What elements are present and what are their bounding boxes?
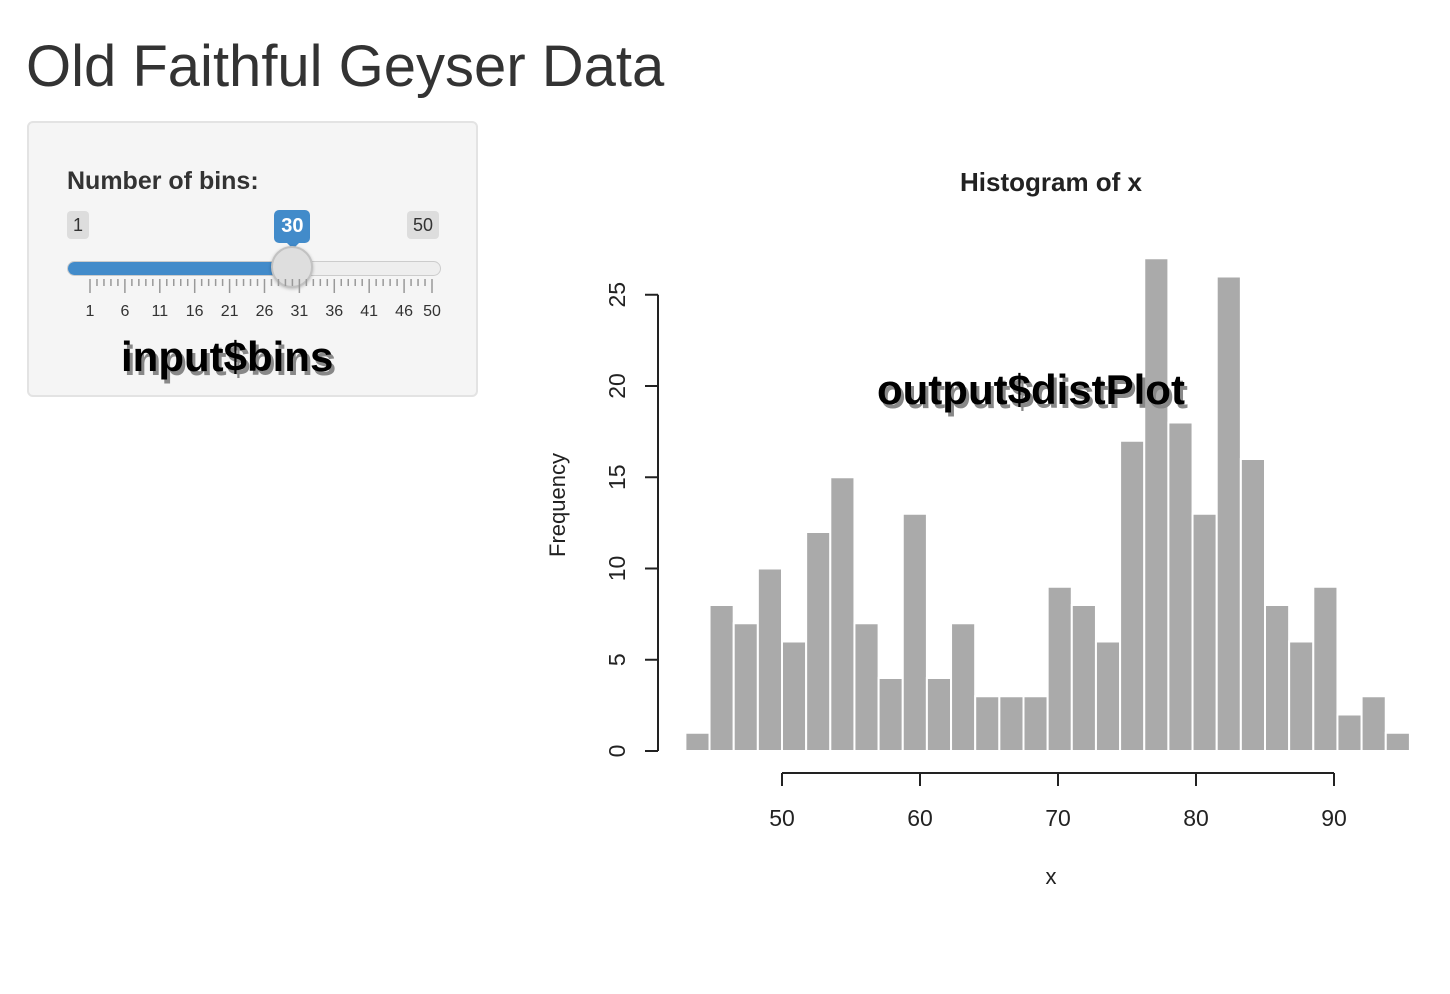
histogram-bar <box>1143 257 1170 752</box>
bins-slider-track[interactable] <box>67 261 441 276</box>
slider-min-label: 1 <box>67 211 90 239</box>
histogram-bar <box>1070 604 1097 752</box>
histogram-bar <box>853 622 880 752</box>
input-bins-annotation: input$bins <box>121 333 334 380</box>
histogram-bar <box>756 567 783 752</box>
histogram-bar <box>1384 731 1411 752</box>
histogram-bar <box>684 731 711 752</box>
x-tick-label: 50 <box>769 805 795 831</box>
histogram-bar <box>925 677 953 752</box>
histogram-bar <box>877 677 904 752</box>
bins-slider-label: Number of bins: <box>67 167 259 195</box>
histogram-bar <box>950 622 977 752</box>
y-tick-label: 15 <box>604 464 630 490</box>
slider-grid: 1 6 11 16 21 26 31 36 41 46 50 <box>86 279 441 320</box>
histogram-bar <box>708 604 735 752</box>
y-axis-label: Frequency <box>545 453 570 557</box>
histogram-bar <box>1336 713 1363 752</box>
slider-grid-label: 16 <box>186 303 204 320</box>
histogram-bar <box>901 512 928 752</box>
slider-max-label: 50 <box>407 211 440 239</box>
slider-grid-label: 11 <box>151 303 168 320</box>
histogram-bar <box>1312 585 1339 752</box>
slider-grid-label: 41 <box>360 303 378 320</box>
x-tick-label: 70 <box>1045 805 1071 831</box>
histogram-bar <box>1264 604 1291 752</box>
y-tick-label: 10 <box>604 556 630 582</box>
histogram-bar <box>732 622 759 752</box>
x-tick-label: 80 <box>1183 805 1209 831</box>
histogram-bar <box>1046 585 1073 752</box>
histogram-bar <box>1239 458 1266 752</box>
slider-grid-label: 31 <box>290 303 308 320</box>
y-tick-label: 5 <box>604 653 630 666</box>
x-axis-label: x <box>1046 864 1057 889</box>
slider-grid-label: 1 <box>86 303 95 320</box>
y-tick-label: 0 <box>604 745 630 758</box>
slider-grid-label: 50 <box>423 303 441 320</box>
histogram-bar <box>1119 439 1146 752</box>
histogram-bar <box>1288 640 1315 752</box>
slider-grid-label: 6 <box>120 303 129 320</box>
output-distplot-annotation: output$distPlot <box>877 366 1185 413</box>
histogram-bars <box>684 257 1411 752</box>
histogram-bar <box>974 695 1001 752</box>
slider-grid-label: 36 <box>325 303 343 320</box>
slider-grid-label: 26 <box>256 303 274 320</box>
histogram-bar <box>829 476 856 752</box>
x-axis: 50 60 70 80 90 <box>769 772 1347 831</box>
slider-grid-label: 46 <box>395 303 413 320</box>
slider-grid-label: 21 <box>221 303 239 320</box>
plot-title: Histogram of x <box>960 167 1143 197</box>
histogram-bar <box>1022 695 1049 752</box>
bins-slider-fill <box>68 262 294 275</box>
histogram-bar <box>781 640 808 752</box>
sidebar-panel: Number of bins: 1 50 30 1 6 11 16 21 26 31 36 41… <box>27 121 478 397</box>
y-tick-label: 25 <box>604 282 630 308</box>
page-title: Old Faithful Geyser Data <box>26 34 665 99</box>
histogram-bar <box>1094 640 1122 752</box>
y-axis: 0 5 10 15 20 25 <box>604 282 659 758</box>
histogram-bar <box>1167 421 1194 752</box>
histogram-bar <box>1191 512 1218 752</box>
histogram-bar <box>805 531 832 752</box>
histogram-bar <box>1215 275 1242 752</box>
x-tick-label: 60 <box>907 805 933 831</box>
histogram-bar <box>1360 695 1387 752</box>
y-tick-label: 20 <box>604 373 630 399</box>
x-tick-label: 90 <box>1321 805 1347 831</box>
histogram-bar <box>998 695 1025 752</box>
